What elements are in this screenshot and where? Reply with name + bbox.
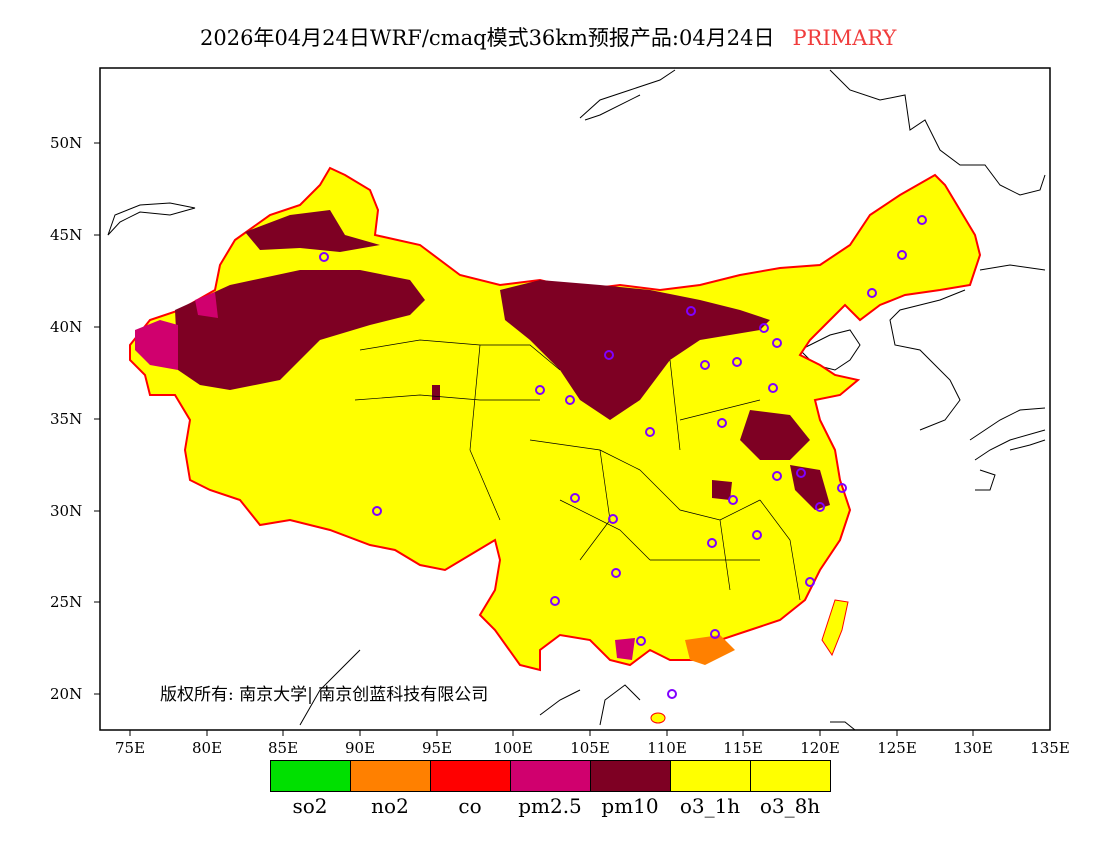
lon-label: 125E [877,739,917,757]
legend-label: pm2.5 [518,794,582,818]
region-no2 [685,635,735,665]
copyright-text: 版权所有: 南京大学| 南京创蓝科技有限公司 [160,685,489,705]
lat-label: 25N [50,593,83,611]
city-markers [319,215,927,699]
lon-label: 135E [1030,739,1070,757]
legend-label: pm10 [601,794,659,818]
lat-label: 35N [50,410,83,428]
coastlines [107,69,1046,731]
legend-swatch-o3_1h [671,761,751,791]
region-pm25 [135,292,635,660]
lon-label: 75E [114,739,146,757]
legend-labels: so2 no2 co pm2.5 pm10 o3_1h o3_8h [270,794,830,818]
region-pm10 [175,210,830,510]
lon-label: 100E [493,739,533,757]
legend-label: no2 [371,794,409,818]
lon-label: 130E [953,739,993,757]
chart-title: 2026年04月24日WRF/cmaq模式36km预报产品:04月24日 PRIM… [200,22,896,52]
title-text: 2026年04月24日WRF/cmaq模式36km预报产品:04月24日 [200,26,775,50]
lon-label: 80E [191,739,223,757]
hainan [650,712,666,724]
lat-label: 45N [50,226,83,244]
legend-label: co [458,794,482,818]
axis-ticks [94,142,974,736]
taiwan [821,599,849,657]
legend-swatch-no2 [351,761,431,791]
legend-label: o3_1h [679,794,741,818]
lon-label: 110E [647,739,687,757]
legend-swatch-pm2.5 [511,761,591,791]
lon-label: 105E [570,739,610,757]
lat-label: 20N [50,685,83,703]
legend-swatch-co [431,761,511,791]
legend-label: o3_8h [759,794,821,818]
lat-label: 40N [50,318,83,336]
lon-label: 95E [421,739,453,757]
lon-label: 115E [723,739,763,757]
lon-label: 90E [344,739,376,757]
legend-swatch-so2 [271,761,351,791]
lon-label: 85E [267,739,299,757]
legend-swatch-o3_8h [751,761,830,791]
legend-swatch-pm10 [591,761,671,791]
title-tag: PRIMARY [792,26,897,50]
lat-label: 50N [50,134,83,152]
lon-label: 120E [800,739,840,757]
legend-colorbar [270,760,831,792]
legend-label: so2 [292,794,328,818]
lat-label: 30N [50,502,83,520]
